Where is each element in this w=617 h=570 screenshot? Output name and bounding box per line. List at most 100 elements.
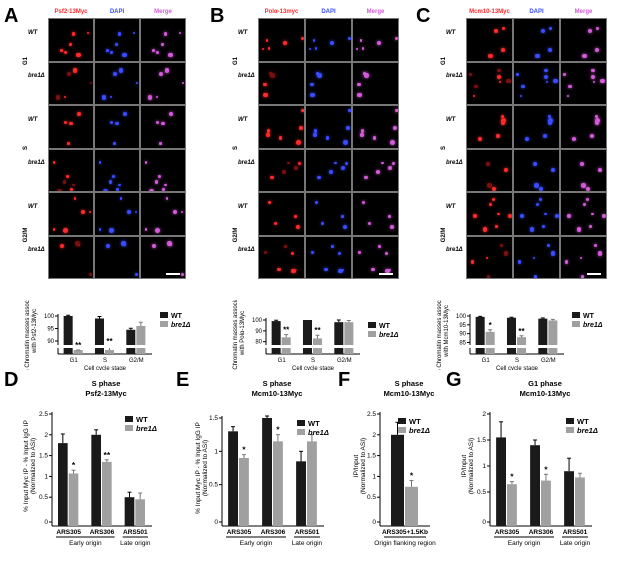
cell-spot	[360, 133, 364, 137]
category-label: G1	[482, 358, 491, 364]
cell-spot	[600, 78, 605, 84]
cell-spot	[529, 227, 535, 232]
cell-spot	[516, 73, 519, 77]
y-tick-label: 2.5	[367, 411, 376, 418]
y-tick-label: 1.5	[39, 453, 48, 460]
phase-label-c-2: G2/M	[441, 227, 447, 242]
phase-label-c-1: S	[441, 145, 447, 150]
cell-spot	[497, 213, 500, 216]
cell-spot	[495, 225, 498, 228]
cell-spot	[325, 136, 330, 140]
cell-spot	[317, 175, 321, 179]
cell-spot	[338, 268, 343, 274]
cell-spot	[112, 175, 115, 178]
micrograph-b-r3-c2	[352, 148, 399, 192]
phase-label-a-1: S	[23, 145, 29, 150]
axis-break	[466, 345, 566, 348]
cell-spot	[554, 213, 559, 218]
cell-spot	[507, 213, 512, 218]
cell-spot	[360, 129, 365, 133]
cell-spot	[524, 136, 530, 142]
cell-spot	[315, 71, 319, 75]
cell-spot	[300, 108, 304, 113]
cell-spot	[52, 228, 56, 231]
y-tick-label: 1	[372, 473, 376, 480]
cell-spot	[72, 184, 75, 187]
legend-label-mut: bre1Δ	[577, 426, 598, 435]
y-tick-label: 1	[214, 448, 218, 455]
cell-spot	[328, 170, 333, 175]
cell-spot	[500, 121, 505, 126]
cell-spot	[64, 51, 68, 55]
cell-spot	[545, 80, 549, 83]
cell-spot	[133, 32, 136, 35]
phase-label-b-2: G2/M	[233, 227, 239, 242]
cell-spot	[144, 228, 148, 231]
cell-spot	[110, 120, 114, 125]
micrograph-c-r0-c1	[513, 18, 560, 62]
y-axis-label: with Psf2-13Myc	[32, 309, 38, 354]
cell-spot	[591, 213, 594, 216]
cell-spot	[355, 47, 358, 50]
cell-spot	[115, 121, 119, 126]
bar-WT	[228, 431, 238, 526]
cell-spot	[579, 256, 583, 259]
cell-spot	[144, 161, 148, 164]
panel-label-e: E	[176, 369, 190, 391]
cell-spot	[533, 162, 538, 166]
channel-header-c-0: Mcm10-13Myc	[469, 9, 510, 15]
phase-label-b-0: G1	[233, 56, 239, 65]
cell-spot	[597, 250, 603, 256]
cell-spot	[172, 209, 178, 214]
cell-spot	[109, 228, 115, 234]
channel-header-c-2: Merge	[574, 9, 593, 15]
cell-spot	[152, 49, 155, 53]
chart-title: S phase	[263, 379, 292, 388]
cell-spot	[109, 95, 113, 99]
micrograph-c-r2-c2	[560, 105, 607, 149]
cell-spot	[57, 188, 63, 192]
significance-marker: *	[242, 445, 246, 455]
cell-spot	[179, 32, 182, 35]
cell-spot	[501, 118, 507, 124]
y-tick-label: 0.5	[209, 482, 218, 489]
cell-spot	[75, 52, 81, 58]
cell-spot	[568, 84, 572, 89]
bar-bre1	[485, 331, 495, 354]
cell-spot	[582, 54, 587, 59]
micrograph-c-r4-c1	[513, 192, 560, 236]
x-axis-label: Cell cycle stage	[496, 366, 539, 370]
cell-spot	[566, 94, 570, 98]
micrograph-b-r3-c0	[258, 148, 305, 192]
cell-spot	[337, 251, 341, 256]
significance-marker: *	[510, 472, 514, 482]
micrograph-b-r2-c0	[258, 105, 305, 149]
cell-spot	[268, 71, 272, 75]
cell-spot	[342, 139, 348, 145]
cell-spot	[497, 74, 502, 79]
y-axis-label: % Input Myc IP - % Input IgG IP	[195, 422, 202, 514]
significance-marker: *	[544, 464, 548, 474]
cell-spot	[364, 175, 368, 179]
legend-swatch-wt	[368, 322, 376, 328]
legend-label-mut: bre1Δ	[171, 322, 191, 329]
micrograph-b-r1-c1	[305, 61, 352, 105]
y-tick-label: 2	[44, 432, 48, 439]
cell-spot	[118, 184, 121, 187]
significance-marker: **	[283, 326, 290, 335]
micrograph-b-r0-c0	[258, 18, 305, 62]
chart-title: Mcm10-13Myc	[384, 389, 435, 398]
cell-spot	[394, 36, 398, 40]
cell-spot	[159, 142, 162, 145]
x-axis-label: Cell cycle stage	[84, 366, 127, 370]
micrograph-a-r2-c1	[94, 105, 140, 149]
micrograph-a-r3-c2	[140, 148, 186, 192]
cell-spot	[98, 161, 102, 164]
cell-spot	[482, 227, 488, 232]
category-label: ARS306	[261, 529, 286, 536]
bar-WT	[475, 316, 485, 354]
cell-spot	[87, 32, 90, 35]
cell-spot	[281, 170, 286, 175]
bar-WT	[530, 445, 540, 526]
cell-spot	[314, 46, 318, 50]
